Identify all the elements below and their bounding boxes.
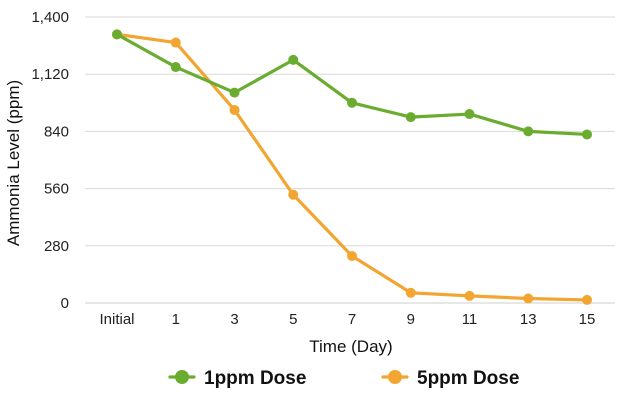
- legend-marker: [388, 370, 402, 384]
- data-point: [229, 104, 240, 115]
- data-point: [347, 97, 357, 108]
- data-point: [288, 189, 299, 200]
- y-axis-ticks: 0 280 560 840 1,120 1,400: [31, 9, 69, 312]
- x-axis-ticks: Initial 1 3 5 7 9 11 13 15: [99, 311, 595, 328]
- y-tick-label: 280: [44, 238, 69, 255]
- data-point: [582, 294, 592, 305]
- y-tick-label: 1,400: [31, 9, 69, 26]
- data-point: [112, 29, 122, 40]
- x-tick-label: Initial: [99, 311, 134, 328]
- y-tick-label: 1,120: [31, 66, 69, 83]
- x-tick-label: 5: [289, 311, 297, 328]
- data-point: [288, 54, 299, 65]
- legend-label: 5ppm Dose: [417, 368, 519, 389]
- legend-item-0: 1ppm Dose: [168, 368, 306, 389]
- series-1: [112, 29, 592, 305]
- legend-label: 1ppm Dose: [204, 368, 306, 389]
- y-axis-title: Ammonia Level (ppm): [4, 80, 23, 246]
- data-point: [347, 251, 357, 262]
- y-tick-label: 560: [44, 181, 69, 198]
- data-point: [582, 129, 592, 140]
- x-axis-title: Time (Day): [309, 337, 392, 356]
- series-line: [115, 32, 589, 137]
- series-0: [112, 29, 592, 140]
- data-point: [229, 87, 240, 98]
- data-point: [170, 62, 181, 73]
- x-tick-label: 9: [407, 311, 415, 328]
- data-point: [464, 290, 475, 301]
- legend-marker: [175, 370, 189, 384]
- x-tick-label: 1: [172, 311, 180, 328]
- x-tick-label: 15: [579, 311, 596, 328]
- x-tick-label: 7: [348, 311, 356, 328]
- x-tick-label: 3: [230, 311, 238, 328]
- y-tick-label: 840: [44, 123, 69, 140]
- series-group: [112, 29, 592, 305]
- legend-item-1: 5ppm Dose: [381, 368, 519, 389]
- data-point: [523, 126, 534, 137]
- data-point: [170, 37, 181, 48]
- x-tick-label: 13: [520, 311, 537, 328]
- data-point: [405, 112, 416, 123]
- x-tick-label: 11: [462, 311, 478, 328]
- legend: 1ppm Dose 5ppm Dose: [168, 368, 519, 389]
- data-point: [523, 293, 534, 304]
- y-tick-label: 0: [61, 295, 69, 312]
- data-point: [464, 109, 475, 120]
- data-point: [405, 287, 416, 298]
